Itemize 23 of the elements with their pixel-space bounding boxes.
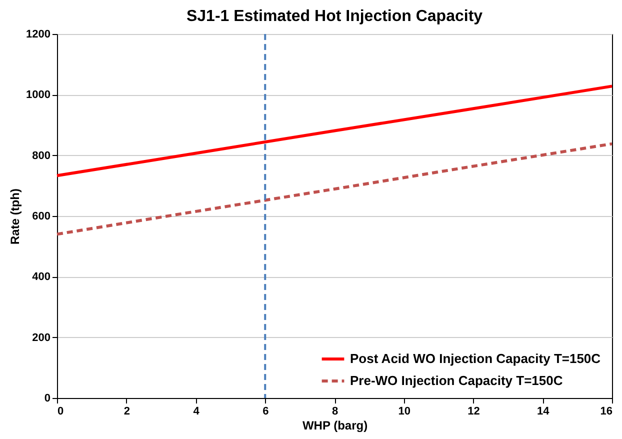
y-tick-label: 400 — [32, 271, 50, 284]
y-tick-label: 200 — [32, 332, 50, 344]
legend-label: Post Acid WO Injection Capacity T=150C — [350, 351, 602, 366]
x-tick-label: 16 — [600, 406, 612, 418]
y-tick-label: 0 — [44, 392, 50, 404]
y-tick-label: 1000 — [26, 89, 50, 102]
line-series — [56, 142, 614, 236]
chart-title: SJ1-1 Estimated Hot Injection Capacity — [186, 8, 483, 25]
x-tick-label: 12 — [468, 406, 480, 418]
y-tick-label: 600 — [32, 210, 50, 222]
legend-label: Pre-WO Injection Capacity T=150C — [350, 373, 564, 388]
x-axis-title: WHP (barg) — [302, 418, 368, 432]
y-axis-title: Rate (tph) — [8, 188, 22, 244]
x-tick-label: 4 — [193, 406, 200, 418]
y-tick-label: 1200 — [26, 28, 50, 40]
x-tick-label: 8 — [332, 406, 338, 418]
x-tick-label: 14 — [537, 406, 550, 418]
y-tick-label: 800 — [32, 150, 50, 162]
line-series — [56, 84, 614, 178]
x-tick-label: 2 — [124, 406, 130, 418]
x-tick-label: 0 — [58, 406, 64, 418]
x-tick-label: 10 — [398, 406, 410, 418]
x-tick-label: 6 — [262, 406, 269, 418]
